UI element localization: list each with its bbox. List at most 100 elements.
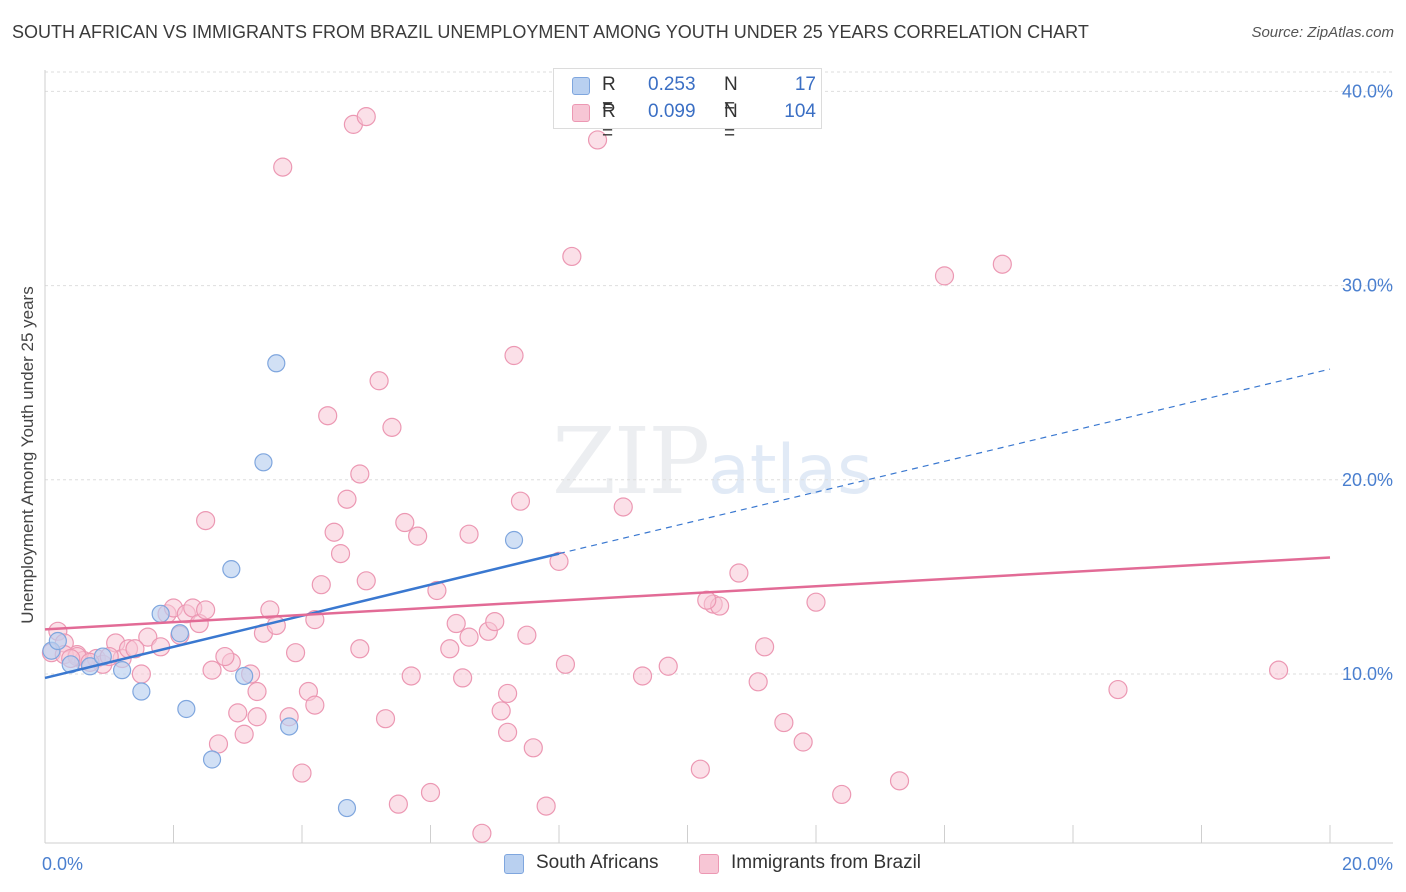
- brazil-point: [510, 491, 531, 511]
- brazil-point: [690, 759, 710, 779]
- south-africans-point: [280, 717, 299, 736]
- brazil-point: [523, 738, 543, 758]
- brazil-point: [729, 563, 749, 583]
- brazil-point: [375, 709, 396, 729]
- brazil-point: [806, 592, 826, 612]
- south-africans-point: [170, 624, 190, 643]
- brazil-point: [401, 666, 421, 686]
- brazil-point: [832, 784, 852, 805]
- brazil-point: [992, 254, 1012, 274]
- legend-n-value: 104: [784, 101, 816, 122]
- x-tick-label: 0.0%: [42, 854, 83, 874]
- brazil-point: [774, 712, 794, 733]
- tick-labels: 10.0% 20.0% 30.0% 40.0% 0.0% 20.0%: [42, 81, 1393, 874]
- south-africans-point: [235, 666, 254, 686]
- south-africans-point: [202, 750, 222, 769]
- south-africans-point: [222, 560, 241, 579]
- south-africans-point: [337, 798, 357, 818]
- brazil-point: [330, 544, 351, 564]
- brazil-point: [440, 639, 460, 659]
- brazil-point: [536, 796, 556, 816]
- brazil-trend-line: [44, 556, 1331, 631]
- brazil-point: [504, 345, 524, 366]
- brazil-point: [318, 406, 338, 426]
- axes: [44, 70, 1393, 844]
- brazil-point: [491, 701, 511, 721]
- legend-label-brazil: Immigrants from Brazil: [731, 852, 922, 873]
- south-africans-point: [151, 604, 170, 623]
- brazil-point: [517, 625, 537, 645]
- south-africans-trend-extension: [558, 368, 1331, 555]
- brazil-point: [889, 771, 910, 791]
- legend-r-value: 0.253: [648, 74, 696, 95]
- brazil-point: [285, 643, 306, 663]
- brazil-point: [131, 664, 151, 684]
- brazil-point: [934, 266, 955, 286]
- brazil-point: [228, 703, 248, 723]
- south-africans-point: [267, 354, 286, 373]
- legend-n-label: N =: [724, 74, 738, 117]
- brazil-point: [125, 639, 145, 659]
- brazil-point: [498, 722, 518, 742]
- legend-swatch-south-africans: [572, 77, 590, 95]
- brazil-point: [350, 464, 370, 484]
- brazil-point: [247, 681, 267, 702]
- series-legend: South Africans Immigrants from Brazil: [0, 852, 1406, 878]
- y-tick-label: 30.0%: [1342, 276, 1393, 296]
- watermark-atlas: atlas: [708, 431, 873, 510]
- trend-lines: [44, 368, 1331, 680]
- brazil-point: [658, 656, 678, 676]
- brazil-point: [1268, 660, 1289, 680]
- brazil-point: [453, 668, 473, 688]
- y-tick-label: 10.0%: [1342, 664, 1393, 684]
- brazil-points: [41, 107, 1289, 843]
- brazil-point: [587, 130, 608, 150]
- legend-label-south-africans: South Africans: [536, 852, 659, 873]
- brazil-point: [395, 512, 415, 533]
- correlation-legend: R = 0.253 N = 17 R = 0.099 N = 104: [553, 68, 822, 144]
- brazil-point: [356, 571, 376, 591]
- south-africans-points: [42, 354, 524, 818]
- legend-swatch-brazil: [572, 104, 590, 122]
- brazil-point: [337, 489, 357, 509]
- brazil-point: [350, 639, 370, 659]
- brazil-point: [613, 497, 633, 517]
- brazil-point: [562, 246, 582, 267]
- brazil-point: [215, 646, 235, 667]
- source-label: Source: ZipAtlas.com: [1251, 24, 1394, 41]
- brazil-point: [208, 734, 229, 754]
- brazil-point: [382, 417, 402, 437]
- x-tick-label: 20.0%: [1342, 854, 1393, 874]
- brazil-point: [459, 627, 479, 647]
- brazil-point: [427, 580, 447, 601]
- brazil-point: [356, 107, 376, 127]
- brazil-point: [305, 695, 325, 715]
- legend-r-value: 0.099: [648, 101, 696, 122]
- south-africans-point: [504, 530, 524, 550]
- brazil-point: [273, 157, 293, 177]
- brazil-point: [196, 600, 216, 620]
- brazil-point: [151, 637, 171, 657]
- brazil-point: [472, 823, 492, 843]
- brazil-point: [234, 724, 254, 744]
- south-africans-point: [177, 699, 196, 719]
- brazil-point: [485, 611, 505, 632]
- brazil-point: [292, 763, 312, 783]
- brazil-point: [632, 666, 653, 686]
- brazil-point: [369, 371, 389, 391]
- brazil-point: [408, 526, 428, 546]
- chart-title: SOUTH AFRICAN VS IMMIGRANTS FROM BRAZIL …: [12, 22, 1089, 42]
- y-tick-label: 40.0%: [1342, 81, 1393, 101]
- y-tick-label: 20.0%: [1342, 470, 1393, 490]
- brazil-point: [549, 551, 569, 571]
- brazil-point: [459, 524, 479, 544]
- watermark: ZIPatlas: [552, 408, 873, 515]
- brazil-point: [420, 782, 441, 803]
- brazil-point: [748, 672, 768, 692]
- brazil-point: [311, 575, 331, 595]
- brazil-point: [196, 510, 216, 531]
- legend-swatch-south-africans: [504, 854, 524, 874]
- legend-n-value: 17: [794, 74, 816, 95]
- legend-n-label: N =: [724, 101, 738, 144]
- brazil-point: [754, 637, 775, 657]
